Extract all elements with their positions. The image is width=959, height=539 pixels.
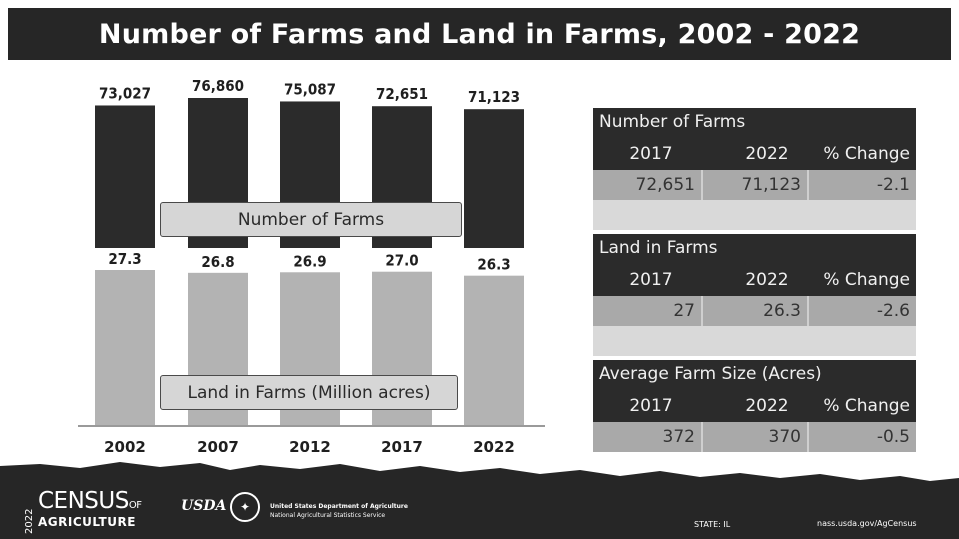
farms-value-label: 75,087 (284, 80, 336, 98)
category-label: 2012 (289, 438, 331, 456)
title-bar: Number of Farms and Land in Farms, 2002 … (8, 8, 951, 60)
header-2022: 2022 (745, 144, 789, 164)
header-pct-change: % Change (823, 144, 910, 164)
header-2017: 2017 (629, 270, 673, 290)
nass-seal-icon: ✦ (230, 492, 260, 522)
farms-table: Number of Farms 2017 2022 % Change 72,65… (593, 108, 916, 230)
land-value-label: 27.3 (108, 250, 141, 268)
value-pct-change: -0.5 (876, 427, 910, 447)
avg-size-table: Average Farm Size (Acres) 2017 2022 % Ch… (593, 360, 916, 452)
land-table: Land in Farms 2017 2022 % Change 27 26.3… (593, 234, 916, 356)
land-series-label: Land in Farms (Million acres) (160, 375, 458, 410)
header-2017: 2017 (629, 144, 673, 164)
farms-value-label: 71,123 (468, 88, 520, 106)
header-pct-change: % Change (823, 270, 910, 290)
table-title: Average Farm Size (Acres) (599, 364, 822, 384)
header-2022: 2022 (745, 270, 789, 290)
header-2017: 2017 (629, 396, 673, 416)
table-title: Land in Farms (599, 238, 718, 258)
table-value-row: 27 26.3 -2.6 (593, 296, 916, 326)
header-pct-change: % Change (823, 396, 910, 416)
farms-value-label: 72,651 (376, 85, 428, 103)
chart-title: Number of Farms and Land in Farms, 2002 … (98, 18, 861, 50)
land-value-label: 26.3 (477, 256, 510, 274)
header-2022: 2022 (745, 396, 789, 416)
value-2017: 372 (593, 422, 703, 452)
value-2022: 26.3 (703, 296, 809, 326)
department-text: United States Department of Agriculture … (270, 503, 408, 519)
farms-bar (95, 105, 155, 248)
farms-bar (464, 109, 524, 248)
table-spacer (593, 200, 916, 230)
table-value-row: 372 370 -0.5 (593, 422, 916, 452)
land-bar (464, 275, 524, 425)
table-header-row: 2017 2022 % Change (593, 264, 916, 296)
land-value-label: 26.9 (293, 252, 326, 270)
table-title: Number of Farms (599, 112, 746, 132)
table-header-row: 2017 2022 % Change (593, 390, 916, 422)
value-2022: 71,123 (703, 170, 809, 200)
website-link[interactable]: nass.usda.gov/AgCensus (817, 519, 917, 528)
land-value-label: 26.8 (201, 253, 234, 271)
value-2017: 27 (593, 296, 703, 326)
table-header-row: 2017 2022 % Change (593, 138, 916, 170)
category-label: 2017 (381, 438, 423, 456)
state-label: STATE: IL (694, 520, 731, 529)
value-2022: 370 (703, 422, 809, 452)
table-spacer (593, 326, 916, 356)
farms-value-label: 76,860 (192, 77, 244, 95)
table-value-row: 72,651 71,123 -2.1 (593, 170, 916, 200)
value-pct-change: -2.6 (876, 301, 910, 321)
category-label: 2022 (473, 438, 515, 456)
census-of-agriculture-logo: 2022 CENSUSOF AGRICULTURE (24, 488, 142, 534)
land-value-label: 27.0 (385, 252, 418, 270)
usda-logo: USDA (181, 498, 227, 514)
farms-series-label: Number of Farms (160, 202, 462, 237)
farms-value-label: 73,027 (99, 84, 151, 102)
value-pct-change: -2.1 (876, 175, 910, 195)
land-bar (95, 270, 155, 425)
category-label: 2002 (104, 438, 146, 456)
value-2017: 72,651 (593, 170, 703, 200)
category-label: 2007 (197, 438, 239, 456)
footer: 2022 CENSUSOF AGRICULTURE USDA ✦ United … (0, 480, 959, 539)
